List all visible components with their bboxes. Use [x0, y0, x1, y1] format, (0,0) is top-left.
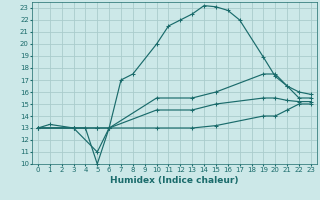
- X-axis label: Humidex (Indice chaleur): Humidex (Indice chaleur): [110, 176, 239, 185]
